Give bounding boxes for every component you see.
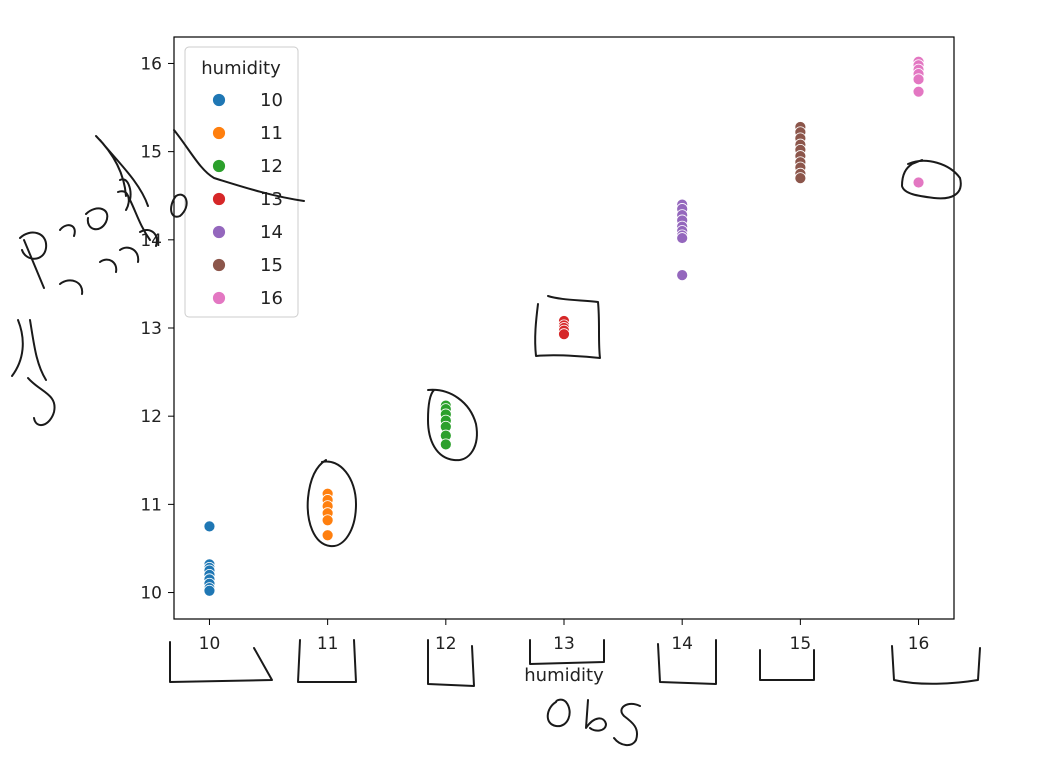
circle-cluster-11 [306, 459, 357, 548]
data-points [203, 55, 925, 597]
legend-label: 16 [260, 288, 283, 309]
y-tick-label: 12 [140, 407, 162, 427]
data-point [912, 73, 925, 86]
data-point [558, 328, 570, 341]
data-point [321, 529, 334, 542]
y-tick-label: 10 [140, 584, 162, 604]
x-tick-label: 12 [435, 634, 457, 654]
legend-marker [212, 291, 226, 305]
circle-cluster-12 [427, 388, 478, 462]
legend-marker [212, 192, 226, 206]
y-tick-label: 15 [140, 143, 162, 163]
legend-label: 13 [260, 189, 283, 210]
legend-marker [212, 159, 226, 173]
data-point [203, 520, 216, 533]
legend-marker [212, 126, 226, 140]
x-axis-label: humidity [524, 665, 604, 686]
legend-label: 12 [260, 156, 283, 177]
data-point [439, 438, 452, 451]
legend-label: 15 [260, 255, 283, 276]
bracket-tick-16 [891, 645, 981, 685]
bracket-tick-15 [759, 649, 815, 681]
legend-title: humidity [201, 58, 281, 79]
x-tick-label: 13 [553, 634, 575, 654]
y-tick-label: 11 [140, 495, 162, 515]
data-point [676, 269, 689, 281]
legend-label: 10 [260, 90, 283, 111]
box-cluster-13 [534, 295, 601, 359]
legend-label: 14 [260, 222, 283, 243]
legend: humidity 10 11 12 13 14 15 16 [184, 46, 299, 318]
x-axis: 10 11 12 13 14 15 16 [199, 619, 930, 654]
data-point [912, 85, 925, 98]
x-tick-label: 14 [671, 634, 693, 654]
bracket-tick-10 [169, 641, 273, 683]
x-tick-label: 16 [908, 634, 930, 654]
data-point [794, 172, 807, 184]
bracket-tick-14 [657, 639, 717, 685]
data-point [676, 232, 689, 244]
data-point [912, 176, 925, 189]
legend-items: 10 11 12 13 14 15 16 [212, 90, 283, 309]
x-tick-label: 15 [790, 634, 812, 654]
handwritten-xlabel-scrawl [546, 698, 641, 746]
handwritten-arrow [173, 129, 305, 202]
legend-marker [212, 225, 226, 239]
legend-marker [212, 93, 226, 107]
data-point [321, 514, 334, 527]
x-tick-label: 10 [199, 634, 221, 654]
bracket-tick-12 [427, 639, 475, 687]
y-tick-label: 14 [140, 231, 162, 251]
legend-label: 11 [260, 123, 283, 144]
data-point [203, 584, 216, 597]
y-axis: 10 11 12 13 14 15 16 [140, 54, 174, 604]
legend-box [184, 46, 299, 318]
handwritten-annotations [11, 129, 981, 746]
bracket-tick-13 [529, 639, 605, 665]
x-tick-label: 11 [317, 634, 339, 654]
handwritten-ylabel-scrawl [11, 135, 188, 427]
legend-marker [212, 258, 226, 272]
y-tick-label: 16 [140, 54, 162, 74]
circle-cluster-16 [901, 159, 962, 200]
bracket-tick-11 [297, 639, 357, 683]
y-tick-label: 13 [140, 319, 162, 339]
